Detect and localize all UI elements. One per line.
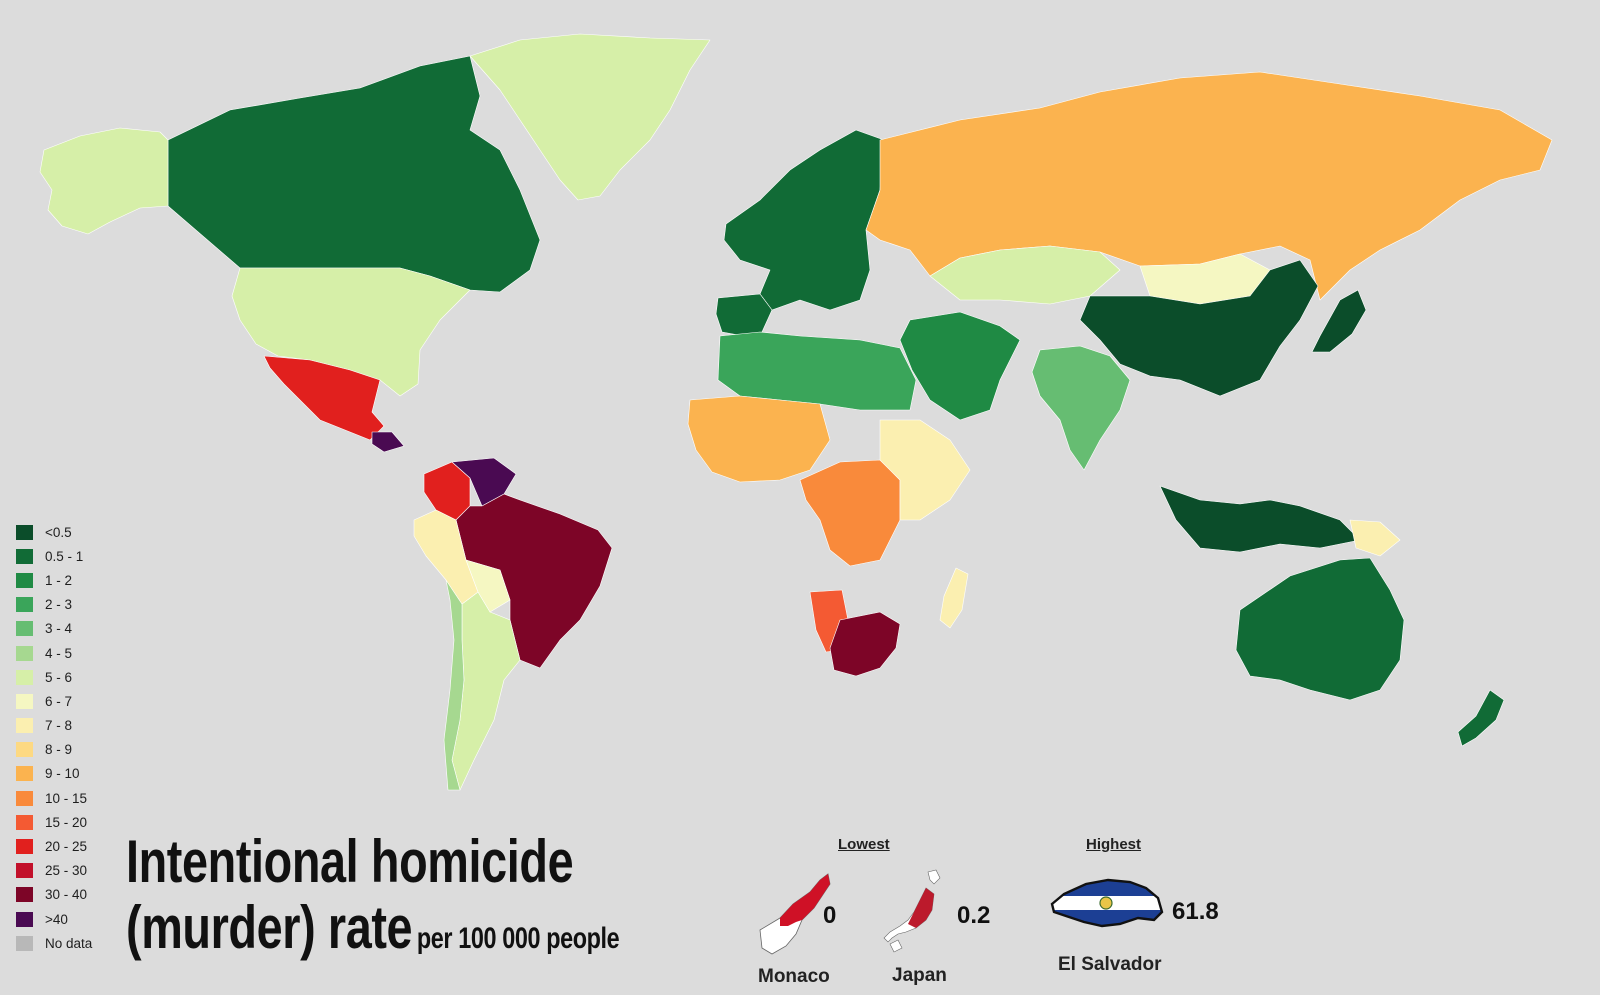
legend-item: 20 - 25	[16, 834, 92, 858]
legend-label: 30 - 40	[45, 887, 88, 903]
legend-swatch	[16, 693, 33, 709]
legend-swatch	[16, 524, 33, 540]
legend-item: 3 - 4	[16, 617, 92, 641]
legend-swatch	[16, 911, 33, 927]
legend-item: 4 - 5	[16, 641, 92, 665]
region-western-europe	[723, 129, 885, 311]
region-honduras	[371, 431, 405, 453]
region-middle-east	[899, 311, 1021, 421]
legend-swatch	[16, 548, 33, 564]
title-line-2: (murder) rate per 100 000 people	[126, 898, 620, 958]
region-peru	[413, 509, 479, 605]
region-india	[1031, 345, 1131, 471]
legend-label: 3 - 4	[45, 621, 73, 637]
legend-label: 6 - 7	[45, 693, 73, 709]
legend-swatch	[16, 621, 33, 637]
legend-item: 7 - 8	[16, 714, 92, 738]
region-kazakhstan	[929, 245, 1121, 305]
region-bolivia	[465, 559, 511, 613]
legend-item: 8 - 9	[16, 738, 92, 762]
legend-label: 5 - 6	[45, 669, 73, 685]
legend-label: 10 - 15	[45, 790, 88, 806]
el-salvador-flag-shape	[1050, 878, 1164, 928]
region-madagascar	[939, 567, 969, 629]
legend-swatch	[16, 790, 33, 806]
region-mexico	[263, 355, 385, 441]
region-china	[1079, 259, 1319, 397]
region-alaska	[39, 127, 169, 235]
legend-swatch	[16, 718, 33, 734]
legend-swatch	[16, 863, 33, 879]
legend-label: 2 - 3	[45, 597, 73, 613]
legend-label: 25 - 30	[45, 863, 88, 879]
legend-item: 25 - 30	[16, 859, 92, 883]
legend-swatch	[16, 935, 33, 951]
region-canada	[167, 55, 541, 293]
legend-item: 10 - 15	[16, 786, 92, 810]
region-new-zealand	[1457, 689, 1505, 747]
legend-item: No data	[16, 931, 92, 955]
region-papua-new-guinea	[1349, 519, 1401, 557]
legend-swatch	[16, 766, 33, 782]
legend-swatch	[16, 572, 33, 588]
map-title: Intentional homicide (murder) rate per 10…	[126, 828, 620, 958]
legend: <0.5 0.5 - 1 1 - 2 2 - 3 3 - 4 4 - 5 5 - 6 6 - …	[16, 520, 92, 955]
legend-label: >40	[45, 911, 68, 927]
japan-label: Japan	[892, 965, 947, 986]
monaco-flag-shape	[759, 873, 831, 955]
el-salvador-value: 61.8	[1172, 898, 1219, 925]
region-east-africa	[879, 419, 971, 521]
legend-label: 9 - 10	[45, 766, 80, 782]
legend-item: 5 - 6	[16, 665, 92, 689]
legend-label: 0.5 - 1	[45, 548, 84, 564]
region-japan	[1311, 289, 1367, 353]
japan-value: 0.2	[957, 902, 991, 929]
legend-item: 9 - 10	[16, 762, 92, 786]
legend-swatch	[16, 814, 33, 830]
region-central-africa	[799, 459, 901, 567]
region-united-states	[231, 267, 471, 397]
legend-label: <0.5	[45, 524, 72, 540]
legend-swatch	[16, 887, 33, 903]
legend-swatch	[16, 742, 33, 758]
lowest-heading: Lowest	[838, 836, 890, 853]
highest-heading: Highest	[1086, 836, 1142, 853]
legend-item: 0.5 - 1	[16, 544, 92, 568]
region-indonesia	[1159, 485, 1361, 553]
region-iberia	[715, 293, 773, 337]
legend-item: 2 - 3	[16, 593, 92, 617]
legend-label: 1 - 2	[45, 572, 73, 588]
legend-label: 7 - 8	[45, 718, 73, 734]
region-australia	[1235, 557, 1405, 701]
monaco-label: Monaco	[758, 966, 830, 987]
legend-item: 30 - 40	[16, 883, 92, 907]
legend-swatch	[16, 669, 33, 685]
title-line-1: Intentional homicide	[126, 828, 574, 895]
legend-swatch	[16, 645, 33, 661]
region-chile	[443, 579, 465, 791]
legend-item: 6 - 7	[16, 689, 92, 713]
legend-swatch	[16, 597, 33, 613]
title-subtitle: per 100 000 people	[416, 922, 620, 955]
monaco-value: 0	[823, 902, 837, 929]
el-salvador-label: El Salvador	[1058, 954, 1162, 975]
legend-item: >40	[16, 907, 92, 931]
legend-label: 4 - 5	[45, 645, 73, 661]
legend-item: <0.5	[16, 520, 92, 544]
region-greenland	[469, 33, 711, 201]
legend-item: 15 - 20	[16, 810, 92, 834]
japan-flag-shape	[883, 869, 941, 953]
region-south-africa	[829, 611, 901, 677]
legend-label: 15 - 20	[45, 814, 88, 830]
title-line-2-text: (murder) rate	[126, 894, 413, 961]
legend-label: 8 - 9	[45, 742, 73, 758]
legend-item: 1 - 2	[16, 568, 92, 592]
legend-swatch	[16, 839, 33, 855]
legend-label: No data	[45, 935, 93, 951]
legend-label: 20 - 25	[45, 839, 88, 855]
region-west-africa	[687, 395, 831, 483]
